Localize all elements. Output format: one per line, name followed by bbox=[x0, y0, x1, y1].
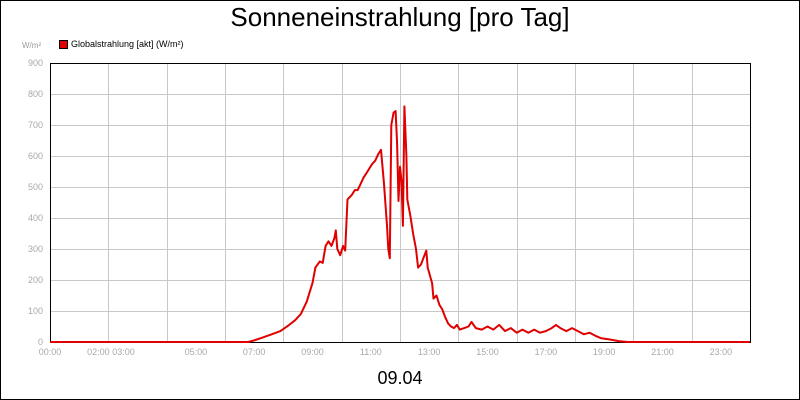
y-tick-label: 500 bbox=[28, 182, 43, 192]
x-tick-label: 11:00 bbox=[360, 347, 382, 357]
y-tick-label: 400 bbox=[28, 213, 43, 223]
x-tick-label: 00:00 bbox=[39, 347, 62, 357]
y-tick-label: 700 bbox=[28, 120, 43, 130]
y-tick-label: 0 bbox=[38, 337, 43, 347]
x-tick-label: 05:00 bbox=[185, 347, 208, 357]
plot-border bbox=[50, 63, 751, 343]
x-tick-label: 15:00 bbox=[476, 347, 499, 357]
x-tick-label: 21:00 bbox=[651, 347, 674, 357]
y-tick-label: 100 bbox=[28, 306, 43, 316]
y-tick-label: 900 bbox=[28, 58, 43, 68]
x-tick-label: 09:00 bbox=[301, 347, 324, 357]
x-tick-label: 03:00 bbox=[112, 347, 135, 357]
legend-swatch bbox=[59, 39, 68, 49]
x-tick-label: 17:00 bbox=[535, 347, 558, 357]
legend-label: Globalstrahlung [akt] (W/m²) bbox=[71, 39, 184, 49]
y-tick-label: 200 bbox=[28, 275, 43, 285]
x-tick-label: 13:00 bbox=[418, 347, 441, 357]
grid bbox=[50, 63, 751, 343]
chart-title: Sonneneinstrahlung [pro Tag] bbox=[230, 2, 570, 32]
date-label: 09.04 bbox=[377, 368, 423, 388]
legend: Globalstrahlung [akt] (W/m²) bbox=[59, 38, 184, 50]
x-tick-label: 19:00 bbox=[593, 347, 616, 357]
x-tick-label: 02:00 bbox=[87, 347, 110, 357]
y-tick-label: 300 bbox=[28, 244, 43, 254]
series-line bbox=[50, 105, 750, 343]
y-unit-label: W/m² bbox=[22, 41, 42, 50]
x-tick-label: 23:00 bbox=[710, 347, 733, 357]
x-tick-label: 07:00 bbox=[243, 347, 266, 357]
x-ticks: 00:00 02:00 03:00 05:00 07:00 09:00 11:00 13:00… bbox=[39, 347, 732, 357]
y-ticks: 0 100 200 300 400 500 600 700 800 900 bbox=[28, 58, 43, 347]
y-tick-label: 600 bbox=[28, 151, 43, 161]
series-layer bbox=[50, 105, 750, 343]
y-tick-label: 800 bbox=[28, 89, 43, 99]
